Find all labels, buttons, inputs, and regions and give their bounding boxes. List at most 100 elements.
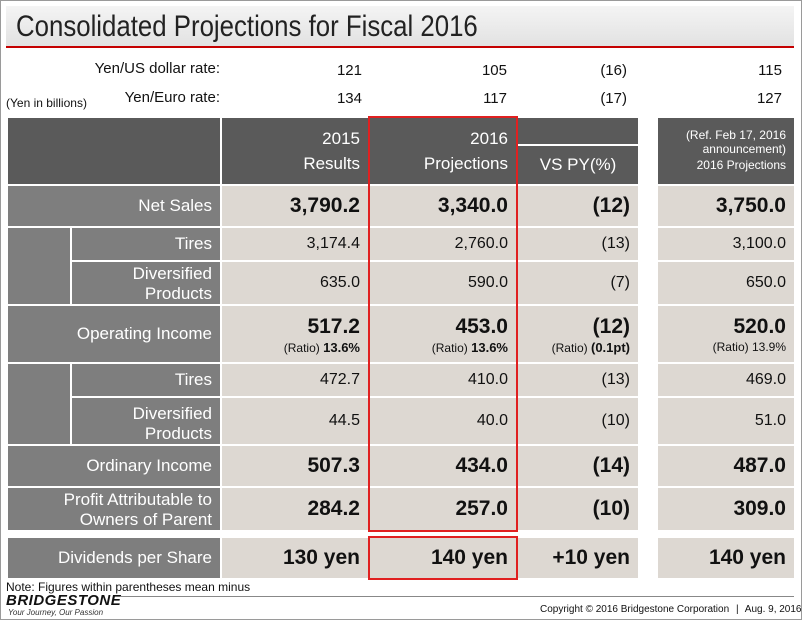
header-2015-results: Results [303, 154, 360, 173]
dividends-2015: 130 yen [222, 538, 368, 578]
row-label-oi-tires: Tires [72, 364, 220, 396]
indent-operating-income [8, 364, 70, 444]
profit-vspy: (10) [518, 488, 638, 530]
eur-rate-2016: 117 [483, 90, 507, 107]
op-ratio-label-ref: (Ratio) [712, 340, 749, 354]
net-sales-2016: 3,340.0 [370, 186, 516, 226]
row-label-ns-tires: Tires [72, 228, 220, 260]
row-label-dividends: Dividends per Share [8, 538, 220, 578]
oi-tires-ref: 469.0 [658, 364, 794, 396]
header-blank [8, 118, 220, 184]
row-label-oi-diversified: Diversified Products [72, 398, 220, 444]
header-ref: (Ref. Feb 17, 2016 announcement) 2016 Pr… [658, 118, 794, 184]
header-2016: 2016 Projections [370, 118, 516, 184]
profit-2016: 257.0 [370, 488, 516, 530]
op-ratio-vspy: (0.1pt) [591, 339, 630, 355]
oi-div-ref: 51.0 [658, 398, 794, 444]
ns-tires-2016: 2,760.0 [370, 228, 516, 260]
footnote: Note: Figures within parentheses mean mi… [6, 580, 251, 594]
op-ratio-ref: 13.9% [751, 340, 786, 354]
op-ratio-label-2015: (Ratio) [283, 340, 320, 355]
eur-rate-label: Yen/Euro rate: [124, 89, 220, 106]
ns-div-2015: 635.0 [222, 262, 368, 304]
net-sales-ref: 3,750.0 [658, 186, 794, 226]
op-income-2016-cell: 453.0 (Ratio) 13.6% [370, 306, 516, 362]
op-income-2015-cell: 517.2 (Ratio) 13.6% [222, 306, 368, 362]
ordinary-2015: 507.3 [222, 446, 368, 486]
header-vspy: VS PY(%) [518, 146, 638, 184]
unit-note: (Yen in billions) [6, 96, 87, 110]
header-vspy-label: VS PY(%) [539, 155, 617, 174]
row-label-profit: Profit Attributable to Owners of Parent [8, 488, 220, 530]
header-2015: 2015 Results [222, 118, 368, 184]
oi-div-label-line1: Diversified [132, 404, 212, 423]
ns-tires-2015: 3,174.4 [222, 228, 368, 260]
profit-2015: 284.2 [222, 488, 368, 530]
oi-div-vspy: (10) [518, 398, 638, 444]
oi-tires-2016: 410.0 [370, 364, 516, 396]
eur-rate-vspy: (17) [600, 90, 627, 107]
indent-net-sales [8, 228, 70, 304]
op-ratio-label-vspy: (Ratio) [551, 340, 588, 355]
copyright: Copyright © 2016 Bridgestone Corporation [540, 604, 730, 615]
oi-tires-2015: 472.7 [222, 364, 368, 396]
ordinary-ref: 487.0 [658, 446, 794, 486]
header-ref-line2: announcement) [702, 142, 786, 156]
title-bar: Consolidated Projections for Fiscal 2016 [6, 6, 794, 48]
usd-rate-2015: 121 [336, 62, 362, 79]
ns-div-vspy: (7) [518, 262, 638, 304]
eur-rate-2015: 134 [336, 90, 362, 107]
ns-div-ref: 650.0 [658, 262, 794, 304]
page-title: Consolidated Projections for Fiscal 2016 [16, 10, 478, 43]
brand-tagline: Your Journey, Our Passion [8, 608, 104, 617]
header-2015-year: 2015 [322, 129, 360, 148]
header-ref-line1: (Ref. Feb 17, 2016 [685, 128, 786, 142]
usd-rate-label: Yen/US dollar rate: [94, 60, 220, 77]
op-ratio-label-2016: (Ratio) [431, 340, 468, 355]
copyright-date: Aug. 9, 2016 [744, 604, 802, 615]
header-ref-line3: 2016 Projections [696, 158, 786, 172]
op-income-2016: 453.0 [455, 314, 508, 338]
ordinary-2016: 434.0 [370, 446, 516, 486]
ns-div-label-line2: Products [144, 284, 212, 303]
ns-div-label-line1: Diversified [132, 264, 212, 283]
header-2016-year: 2016 [470, 129, 508, 148]
ns-div-2016: 590.0 [370, 262, 516, 304]
brand-logo: BRIDGESTONE [6, 592, 122, 609]
row-label-ns-diversified: Diversified Products [72, 262, 220, 304]
oi-div-2015: 44.5 [222, 398, 368, 444]
usd-rate-vspy: (16) [600, 62, 627, 79]
op-income-2015: 517.2 [307, 314, 360, 338]
ordinary-vspy: (14) [518, 446, 638, 486]
row-label-ordinary-income: Ordinary Income [8, 446, 220, 486]
dividends-2016: 140 yen [370, 538, 516, 578]
oi-tires-vspy: (13) [518, 364, 638, 396]
op-income-vspy-cell: (12) (Ratio) (0.1pt) [518, 306, 638, 362]
net-sales-2015: 3,790.2 [222, 186, 368, 226]
dividends-vspy: +10 yen [518, 538, 638, 578]
row-label-operating-income: Operating Income [8, 306, 220, 362]
header-2016-projections: Projections [423, 154, 508, 173]
ns-tires-vspy: (13) [518, 228, 638, 260]
usd-rate-ref: 115 [758, 62, 782, 79]
profit-label-line1: Profit Attributable to [63, 490, 212, 509]
copyright-separator: | [735, 604, 739, 615]
eur-rate-ref: 127 [756, 90, 782, 107]
op-income-ref: 520.0 [733, 315, 786, 338]
row-label-net-sales: Net Sales [8, 186, 220, 226]
dividend-highlight [368, 536, 518, 580]
footer-divider [120, 596, 794, 597]
oi-div-label-line2: Products [144, 424, 212, 443]
oi-div-2016: 40.0 [370, 398, 516, 444]
op-ratio-2016: 13.6% [471, 339, 508, 355]
ns-tires-ref: 3,100.0 [658, 228, 794, 260]
header-vspy-top [518, 118, 638, 144]
dividends-ref: 140 yen [658, 538, 794, 578]
usd-rate-2016: 105 [481, 62, 507, 79]
op-income-ref-cell: 520.0 (Ratio) 13.9% [658, 306, 794, 362]
profit-ref: 309.0 [658, 488, 794, 530]
op-ratio-2015: 13.6% [323, 339, 360, 355]
op-income-vspy: (12) [592, 314, 630, 338]
profit-label-line2: Owners of Parent [79, 510, 212, 529]
net-sales-vspy: (12) [518, 186, 638, 226]
